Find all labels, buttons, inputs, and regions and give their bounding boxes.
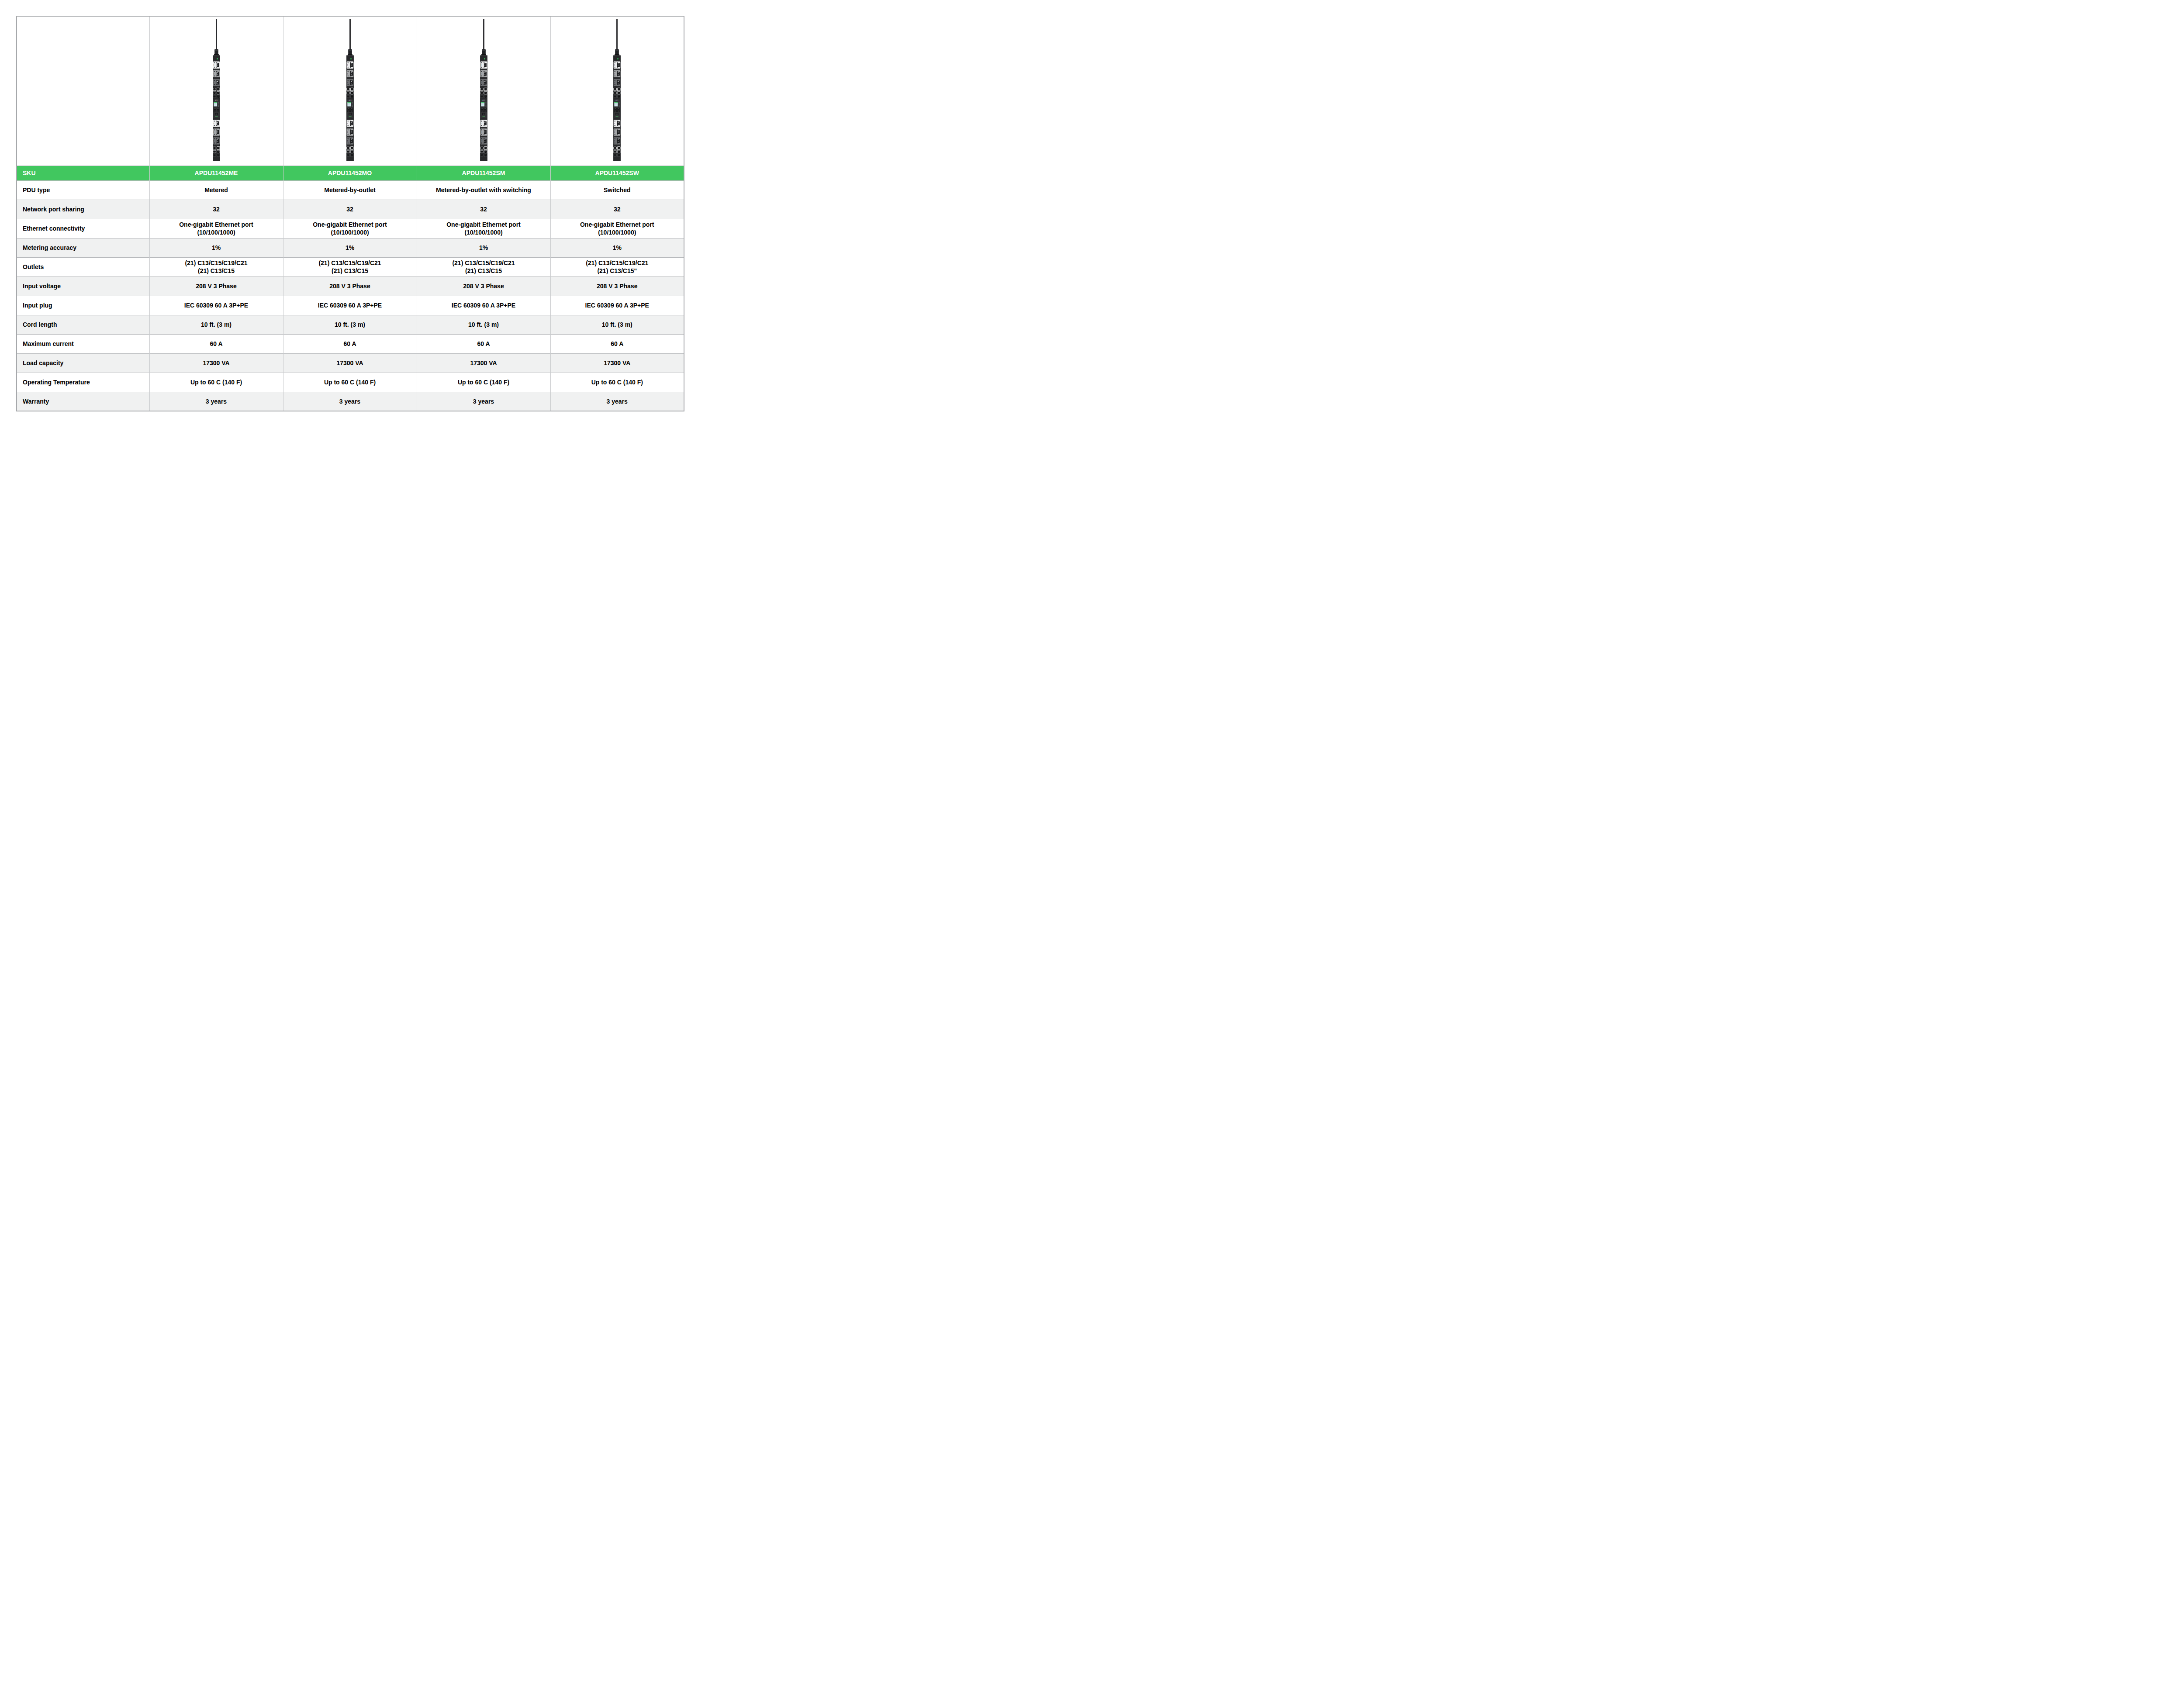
spec-row-load-capacity: Load capacity 17300 VA 17300 VA 17300 VA… <box>17 353 684 373</box>
row-label: Load capacity <box>17 353 149 373</box>
spec-value: 10 ft. (3 m) <box>149 315 283 334</box>
product-comparison-table: SKU APDU11452ME APDU11452MO APDU11452SM … <box>16 16 684 411</box>
spec-value: 208 V 3 Phase <box>550 276 684 296</box>
spec-value: Switched <box>550 180 684 200</box>
spec-value: (21) C13/C15/C19/C21 (21) C13/C15 <box>283 257 417 276</box>
spec-row-ethernet-connectivity: Ethernet connectivity One-gigabit Ethern… <box>17 219 684 238</box>
product-image-cell <box>417 16 550 166</box>
spec-value: (21) C13/C15/C19/C21 (21) C13/C15 <box>417 257 550 276</box>
spec-value: 60 A <box>283 334 417 353</box>
spec-value: Metered <box>149 180 283 200</box>
spec-value: IEC 60309 60 A 3P+PE <box>149 296 283 315</box>
spec-row-maximum-current: Maximum current 60 A 60 A 60 A 60 A <box>17 334 684 353</box>
spec-value: (21) C13/C15/C19/C21 (21) C13/C15 <box>149 257 283 276</box>
spec-value: Up to 60 C (140 F) <box>149 373 283 392</box>
spec-value: 60 A <box>417 334 550 353</box>
spec-value: 10 ft. (3 m) <box>283 315 417 334</box>
spec-value: 3 years <box>283 392 417 411</box>
row-label: Operating Temperature <box>17 373 149 392</box>
product-image-cell <box>550 16 684 166</box>
spec-value: Up to 60 C (140 F) <box>417 373 550 392</box>
spec-row-input-voltage: Input voltage 208 V 3 Phase 208 V 3 Phas… <box>17 276 684 296</box>
sku-row-label: SKU <box>17 166 149 180</box>
spec-row-operating-temperature: Operating Temperature Up to 60 C (140 F)… <box>17 373 684 392</box>
spec-value: IEC 60309 60 A 3P+PE <box>417 296 550 315</box>
row-label: PDU type <box>17 180 149 200</box>
spec-value: 1% <box>550 238 684 257</box>
product-image-cell <box>283 16 417 166</box>
spec-value: 32 <box>417 200 550 219</box>
spec-value: 32 <box>149 200 283 219</box>
spec-value: One-gigabit Ethernet port (10/100/1000) <box>283 219 417 238</box>
spec-row-outlets: Outlets (21) C13/C15/C19/C21 (21) C13/C1… <box>17 257 684 276</box>
page: { "colors": { "header_green": "#41C75F",… <box>0 0 692 427</box>
spec-value: (21) C13/C15/C19/C21 (21) C13/C15" <box>550 257 684 276</box>
spec-value: Metered-by-outlet with switching <box>417 180 550 200</box>
spec-row-warranty: Warranty 3 years 3 years 3 years 3 years <box>17 392 684 411</box>
spec-value: One-gigabit Ethernet port (10/100/1000) <box>550 219 684 238</box>
sku-value: APDU11452SM <box>417 166 550 180</box>
sku-value: APDU11452MO <box>283 166 417 180</box>
sku-header-row: SKU APDU11452ME APDU11452MO APDU11452SM … <box>17 166 684 180</box>
row-label: Metering accuracy <box>17 238 149 257</box>
spec-value: Up to 60 C (140 F) <box>283 373 417 392</box>
row-label: Outlets <box>17 257 149 276</box>
product-image-row <box>17 16 684 166</box>
rack-pdu-product-image <box>211 19 221 161</box>
rack-pdu-product-image <box>345 19 355 161</box>
row-label: Cord length <box>17 315 149 334</box>
spec-value: 32 <box>550 200 684 219</box>
spec-value: 60 A <box>149 334 283 353</box>
spec-row-pdu-type: PDU type Metered Metered-by-outlet Meter… <box>17 180 684 200</box>
spec-row-input-plug: Input plug IEC 60309 60 A 3P+PE IEC 6030… <box>17 296 684 315</box>
spec-row-cord-length: Cord length 10 ft. (3 m) 10 ft. (3 m) 10… <box>17 315 684 334</box>
spec-value: One-gigabit Ethernet port (10/100/1000) <box>417 219 550 238</box>
image-row-empty-cell <box>17 16 149 166</box>
spec-value: 1% <box>417 238 550 257</box>
spec-row-metering-accuracy: Metering accuracy 1% 1% 1% 1% <box>17 238 684 257</box>
spec-value: 208 V 3 Phase <box>283 276 417 296</box>
spec-value: IEC 60309 60 A 3P+PE <box>550 296 684 315</box>
sku-value: APDU11452SW <box>550 166 684 180</box>
rack-pdu-product-image <box>612 19 622 161</box>
spec-value: 3 years <box>417 392 550 411</box>
spec-value: 10 ft. (3 m) <box>417 315 550 334</box>
row-label: Warranty <box>17 392 149 411</box>
spec-value: Up to 60 C (140 F) <box>550 373 684 392</box>
spec-value: 10 ft. (3 m) <box>550 315 684 334</box>
rack-pdu-product-image <box>479 19 489 161</box>
row-label: Maximum current <box>17 334 149 353</box>
spec-value: IEC 60309 60 A 3P+PE <box>283 296 417 315</box>
spec-value: 17300 VA <box>417 353 550 373</box>
spec-value: Metered-by-outlet <box>283 180 417 200</box>
spec-value: 17300 VA <box>283 353 417 373</box>
spec-value: 3 years <box>149 392 283 411</box>
product-image-cell <box>149 16 283 166</box>
row-label: Input voltage <box>17 276 149 296</box>
spec-value: 1% <box>283 238 417 257</box>
spec-value: 60 A <box>550 334 684 353</box>
spec-value: 17300 VA <box>149 353 283 373</box>
spec-value: 208 V 3 Phase <box>149 276 283 296</box>
row-label: Network port sharing <box>17 200 149 219</box>
sku-value: APDU11452ME <box>149 166 283 180</box>
spec-value: 3 years <box>550 392 684 411</box>
spec-value: One-gigabit Ethernet port (10/100/1000) <box>149 219 283 238</box>
spec-value: 208 V 3 Phase <box>417 276 550 296</box>
row-label: Input plug <box>17 296 149 315</box>
spec-value: 32 <box>283 200 417 219</box>
spec-value: 17300 VA <box>550 353 684 373</box>
row-label: Ethernet connectivity <box>17 219 149 238</box>
spec-row-network-port-sharing: Network port sharing 32 32 32 32 <box>17 200 684 219</box>
spec-value: 1% <box>149 238 283 257</box>
